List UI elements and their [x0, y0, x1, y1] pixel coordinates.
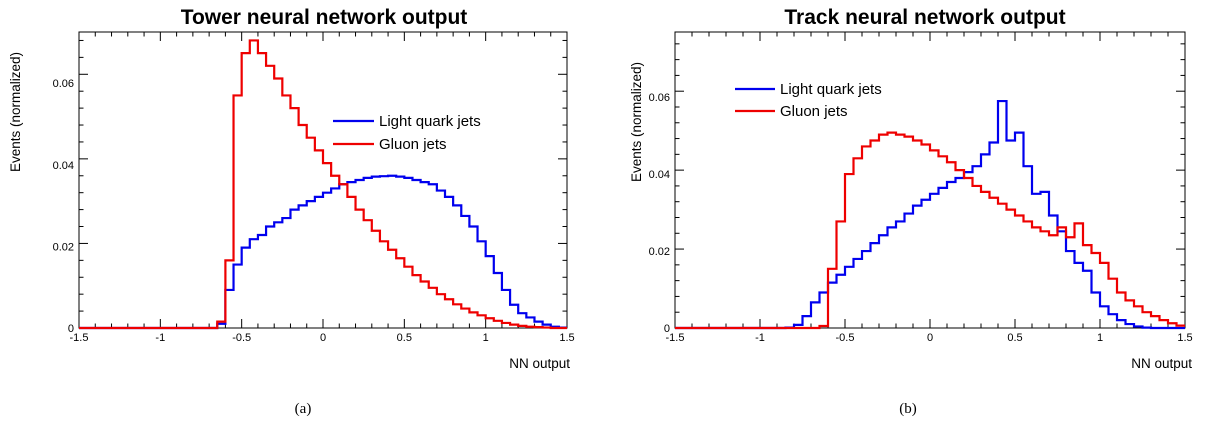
gluon-jets-histogram [675, 131, 1185, 330]
chart-panel-a: Tower neural network output -1.5 -1 -0.5… [8, 6, 575, 417]
plot-frame [674, 31, 1186, 329]
y-tick-label: 0.04 [649, 169, 670, 181]
panel-caption: (b) [899, 401, 917, 417]
y-axis-label: Events (normalized) [8, 52, 23, 172]
x-tick-label: -1.5 [70, 332, 89, 344]
x-tick-labels: -1.5 -1 -0.5 0 0.5 1 1.5 [70, 332, 575, 344]
y-tick-label: 0.02 [649, 246, 670, 258]
y-tick-label: 0.02 [53, 241, 74, 253]
x-tick-label: 0.5 [397, 332, 412, 344]
chart-title: Tower neural network output [181, 6, 468, 29]
chart-title: Track neural network output [784, 6, 1065, 29]
x-tick-label: 1 [1097, 332, 1103, 344]
y-tick-label: 0.06 [649, 92, 670, 104]
x-axis-label: NN output [1131, 356, 1192, 371]
x-tick-label: 1.5 [1177, 332, 1192, 344]
legend: Light quark jets Gluon jets [735, 81, 882, 120]
legend: Light quark jets Gluon jets [333, 113, 481, 153]
gluon-jets-histogram [79, 39, 567, 330]
x-tick-label: -1 [755, 332, 765, 344]
light-quark-jets-histogram [675, 99, 1185, 330]
x-tick-label: 1.5 [559, 332, 574, 344]
legend-label-light-quark: Light quark jets [379, 113, 481, 130]
legend-label-gluon: Gluon jets [780, 103, 848, 120]
x-axis-label: NN output [509, 356, 570, 371]
x-tick-label: 0 [927, 332, 933, 344]
y-tick-labels: 0 0.02 0.04 0.06 [53, 78, 74, 335]
tick-marks [674, 32, 1186, 329]
x-tick-label: -1 [155, 332, 165, 344]
panel-caption: (a) [295, 401, 312, 417]
y-tick-label: 0 [664, 323, 670, 335]
y-tick-labels: 0 0.02 0.04 0.06 [649, 92, 670, 335]
y-tick-label: 0.06 [53, 78, 74, 90]
x-tick-label: -1.5 [666, 332, 685, 344]
tick-marks [78, 32, 568, 329]
x-tick-label: -0.5 [836, 332, 855, 344]
x-tick-label: 0 [320, 332, 326, 344]
y-axis-label: Events (normalized) [629, 62, 644, 182]
x-tick-labels: -1.5 -1 -0.5 0 0.5 1 1.5 [666, 332, 1193, 344]
y-tick-label: 0 [68, 323, 74, 335]
legend-label-gluon: Gluon jets [379, 136, 447, 153]
y-tick-label: 0.04 [53, 160, 74, 172]
x-tick-label: 1 [483, 332, 489, 344]
x-tick-label: -0.5 [232, 332, 251, 344]
chart-panel-b: Track neural network output -1.5 -1 -0.5… [629, 6, 1193, 417]
plot-frame [78, 31, 568, 329]
light-quark-jets-histogram [79, 174, 567, 330]
legend-label-light-quark: Light quark jets [780, 81, 882, 98]
x-tick-label: 0.5 [1007, 332, 1022, 344]
